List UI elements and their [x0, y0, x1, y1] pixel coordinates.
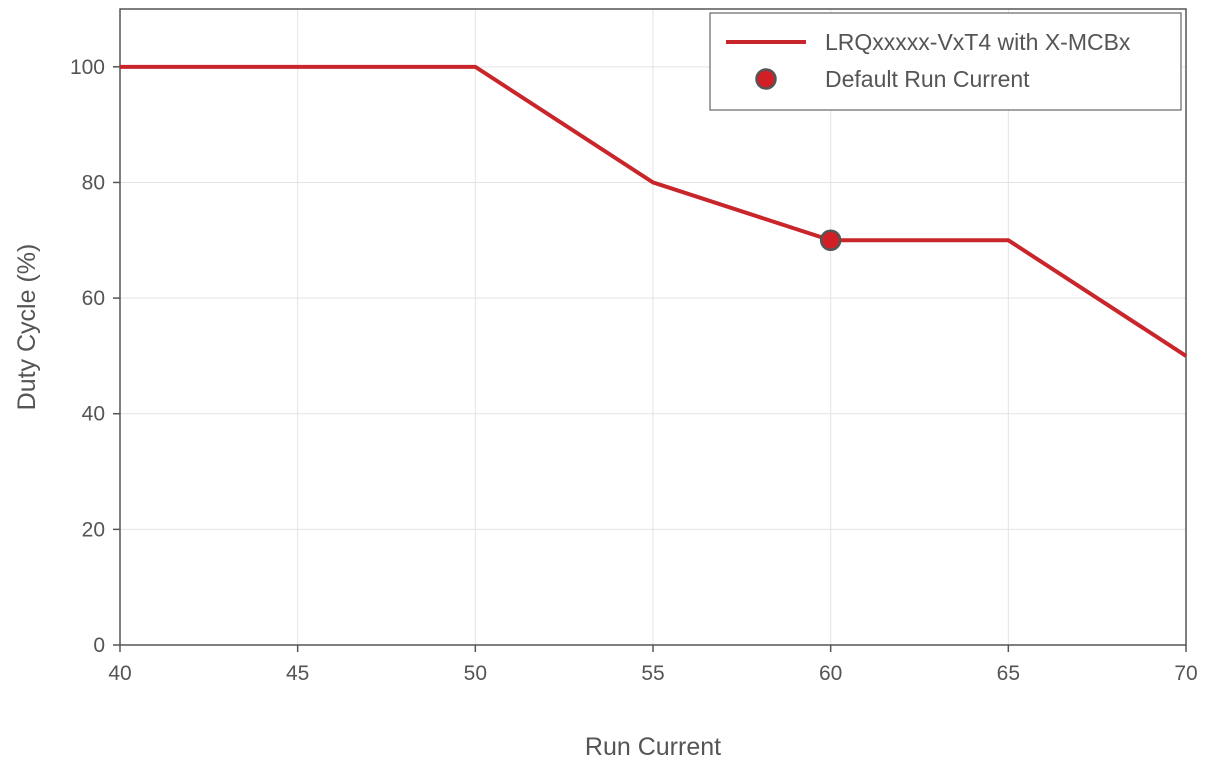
x-axis-title: Run Current [585, 733, 721, 761]
y-tick-label: 20 [82, 518, 105, 541]
y-tick-label: 40 [82, 403, 105, 426]
y-tick-label: 0 [93, 634, 105, 657]
x-tick-label: 55 [641, 662, 664, 685]
legend-label: Default Run Current [825, 66, 1030, 92]
y-tick-label: 80 [82, 171, 105, 194]
x-tick-label: 60 [819, 662, 842, 685]
x-tick-label: 50 [464, 662, 487, 685]
x-tick-label: 40 [108, 662, 131, 685]
y-tick-label: 60 [82, 287, 105, 310]
legend: LRQxxxxx-VxT4 with X-MCBx Default Run Cur… [710, 13, 1181, 110]
x-tick-label: 70 [1174, 662, 1197, 685]
x-tick-label: 45 [286, 662, 309, 685]
x-tick-label: 65 [997, 662, 1020, 685]
y-axis-title: Duty Cycle (%) [13, 244, 41, 411]
legend-marker-swatch [757, 70, 776, 89]
y-tick-label: 100 [70, 56, 105, 79]
legend-box [710, 13, 1181, 110]
legend-label: LRQxxxxx-VxT4 with X-MCBx [825, 29, 1131, 55]
series-marker [821, 231, 840, 250]
